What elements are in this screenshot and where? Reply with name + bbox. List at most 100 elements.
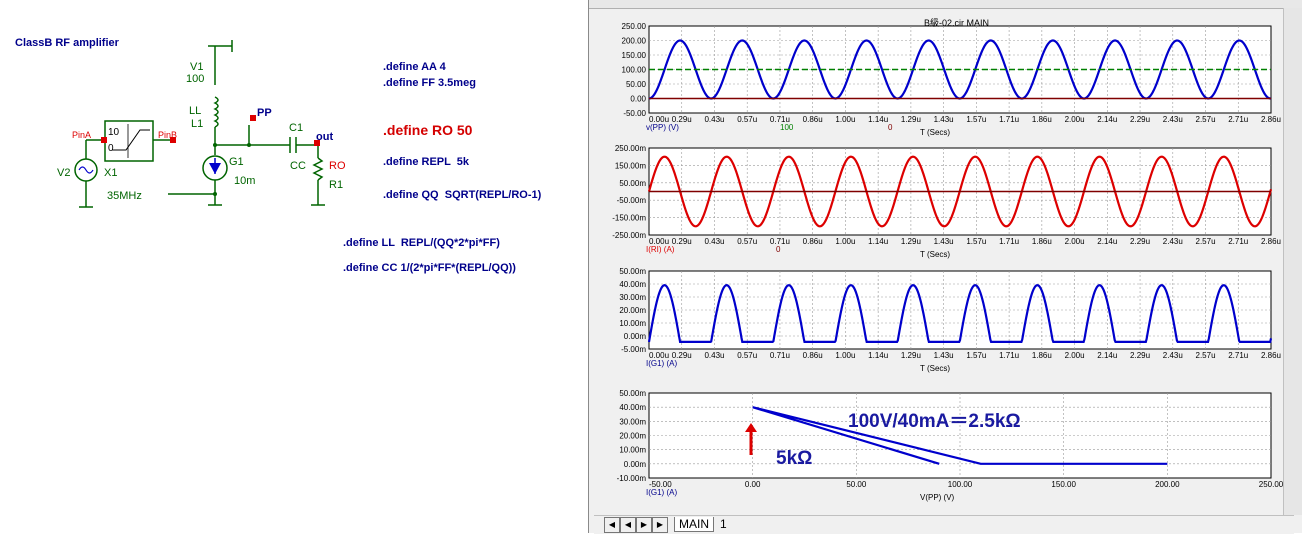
y-tick-2-1: 40.00m — [619, 280, 646, 289]
trace-label-2: I(G1) (A) — [646, 359, 677, 368]
tab-nav-next-icon[interactable]: ▶ — [636, 517, 652, 533]
y-tick-1-2: 50.00m — [619, 179, 646, 188]
y-tick-1-5: -250.00m — [612, 231, 646, 240]
y-tick-0-4: 50.00 — [626, 80, 647, 89]
tab-nav-prev-icon[interactable]: ◀ — [620, 517, 636, 533]
label-g1: G1 — [229, 156, 244, 168]
x-tick-0-8: 1.29u — [901, 115, 921, 124]
y-tick-3-3: 20.00m — [619, 432, 646, 441]
x-tick-1-7: 1.14u — [868, 237, 888, 246]
x-tick-1-15: 2.29u — [1130, 237, 1150, 246]
x-tick-2-4: 0.71u — [770, 351, 790, 360]
y-tick-3-5: 0.00m — [624, 460, 647, 469]
y-tick-3-0: 50.00m — [619, 389, 646, 398]
y-tick-0-0: 250.00 — [622, 22, 647, 31]
x-tick-1-16: 2.43u — [1163, 237, 1183, 246]
y-tick-2-6: -5.00m — [621, 345, 646, 354]
x-tick-2-13: 2.00u — [1065, 351, 1085, 360]
trace-label-3: I(G1) (A) — [646, 488, 677, 497]
x-tick-0-9: 1.43u — [934, 115, 954, 124]
define-repl: .define REPL 5k — [383, 156, 469, 168]
x-tick-2-14: 2.14u — [1097, 351, 1117, 360]
series-3-0 — [752, 406, 1168, 465]
define-cc: .define CC 1/(2*pi*FF*(REPL/QQ)) — [343, 262, 516, 274]
x-tick-2-11: 1.71u — [999, 351, 1019, 360]
x-tick-0-3: 0.57u — [737, 115, 757, 124]
x-tick-1-19: 2.86u — [1261, 237, 1281, 246]
x-tick-0-12: 1.86u — [1032, 115, 1052, 124]
x-tick-2-1: 0.29u — [672, 351, 692, 360]
x-tick-3-0: -50.00 — [649, 480, 672, 489]
x-tick-1-10: 1.57u — [966, 237, 986, 246]
schematic-canvas[interactable]: ClassB RF amplifier V1 100 LL L1 PP C1 o… — [0, 0, 588, 533]
x-tick-2-9: 1.43u — [934, 351, 954, 360]
label-ll: LL — [189, 105, 202, 117]
define-ll: .define LL REPL/(QQ*2*pi*FF) — [343, 237, 500, 249]
x-tick-1-13: 2.00u — [1065, 237, 1085, 246]
x-tick-2-5: 0.86u — [803, 351, 823, 360]
x-tick-2-18: 2.71u — [1228, 351, 1248, 360]
red-arrow-head — [745, 423, 757, 432]
cursor-value-0-0: 100 — [780, 123, 794, 132]
window-right-scrollbar[interactable] — [1283, 8, 1302, 515]
x-tick-0-14: 2.14u — [1097, 115, 1117, 124]
x-tick-2-16: 2.43u — [1163, 351, 1183, 360]
y-tick-3-2: 30.00m — [619, 417, 646, 426]
x-tick-2-8: 1.29u — [901, 351, 921, 360]
y-tick-1-3: -50.00m — [617, 196, 647, 205]
tab-nav-last-icon[interactable]: ▶ — [652, 517, 668, 533]
x-tick-1-1: 0.29u — [672, 237, 692, 246]
y-tick-2-5: 0.00m — [624, 332, 647, 341]
x-tick-0-17: 2.57u — [1196, 115, 1216, 124]
y-tick-0-6: -50.00 — [623, 109, 646, 118]
x-tick-0-6: 1.00u — [835, 115, 855, 124]
trace-label-1: I(RI) (A) — [646, 245, 675, 254]
x-tick-3-1: 0.00 — [745, 480, 761, 489]
x-tick-1-8: 1.29u — [901, 237, 921, 246]
x-tick-0-16: 2.43u — [1163, 115, 1183, 124]
x-tick-3-4: 150.00 — [1051, 480, 1076, 489]
x-tick-1-5: 0.86u — [803, 237, 823, 246]
label-freq: 35MHz — [107, 190, 142, 202]
x-tick-2-10: 1.57u — [966, 351, 986, 360]
cursor-value-0-1: 0 — [888, 123, 893, 132]
label-v1-value: 100 — [186, 73, 205, 85]
x-tick-0-18: 2.71u — [1228, 115, 1248, 124]
y-tick-3-4: 10.00m — [619, 446, 646, 455]
x-tick-2-19: 2.86u — [1261, 351, 1281, 360]
tab-1[interactable]: 1 — [720, 517, 727, 531]
x-tick-2-12: 1.86u — [1032, 351, 1052, 360]
y-tick-2-4: 10.00m — [619, 319, 646, 328]
tab-main[interactable]: MAIN — [674, 516, 714, 532]
y-tick-1-4: -150.00m — [612, 214, 646, 223]
define-aa: .define AA 4 — [383, 61, 446, 73]
y-tick-3-1: 40.00m — [619, 403, 646, 412]
x-axis-label-3: V(PP) (V) — [920, 493, 955, 502]
x-tick-3-3: 100.00 — [948, 480, 973, 489]
y-tick-0-3: 100.00 — [622, 66, 647, 75]
tab-nav-first-icon[interactable]: ◀ — [604, 517, 620, 533]
x-tick-2-15: 2.29u — [1130, 351, 1150, 360]
y-tick-1-0: 250.00m — [615, 144, 646, 153]
x-tick-1-9: 1.43u — [934, 237, 954, 246]
tab-nav: ◀ ◀ ▶ ▶ MAIN 1 — [604, 515, 731, 533]
y-tick-0-2: 150.00 — [622, 51, 647, 60]
load-annotation: 5kΩ — [776, 448, 813, 469]
label-cc: CC — [290, 160, 306, 172]
define-ff: .define FF 3.5meg — [383, 77, 476, 89]
series-2-0 — [647, 284, 1273, 344]
plot-window-title: B級-02.cir MAIN — [924, 18, 990, 28]
label-g1-value: 10m — [234, 175, 256, 187]
x-axis-label-1: T (Secs) — [920, 250, 950, 259]
x-tick-0-2: 0.43u — [704, 115, 724, 124]
define-ro: .define RO 50 — [383, 122, 473, 138]
slope-annotation: 100V/40mA＝2.5kΩ — [848, 411, 1021, 432]
label-x1-box-top: 10 — [108, 127, 120, 138]
x-tick-0-5: 0.86u — [803, 115, 823, 124]
x-tick-0-15: 2.29u — [1130, 115, 1150, 124]
x-tick-0-13: 2.00u — [1065, 115, 1085, 124]
y-tick-1-1: 150.00m — [615, 161, 646, 170]
x-tick-2-0: 0.00u — [649, 351, 669, 360]
trace-label-0: v(PP) (V) — [646, 123, 679, 132]
